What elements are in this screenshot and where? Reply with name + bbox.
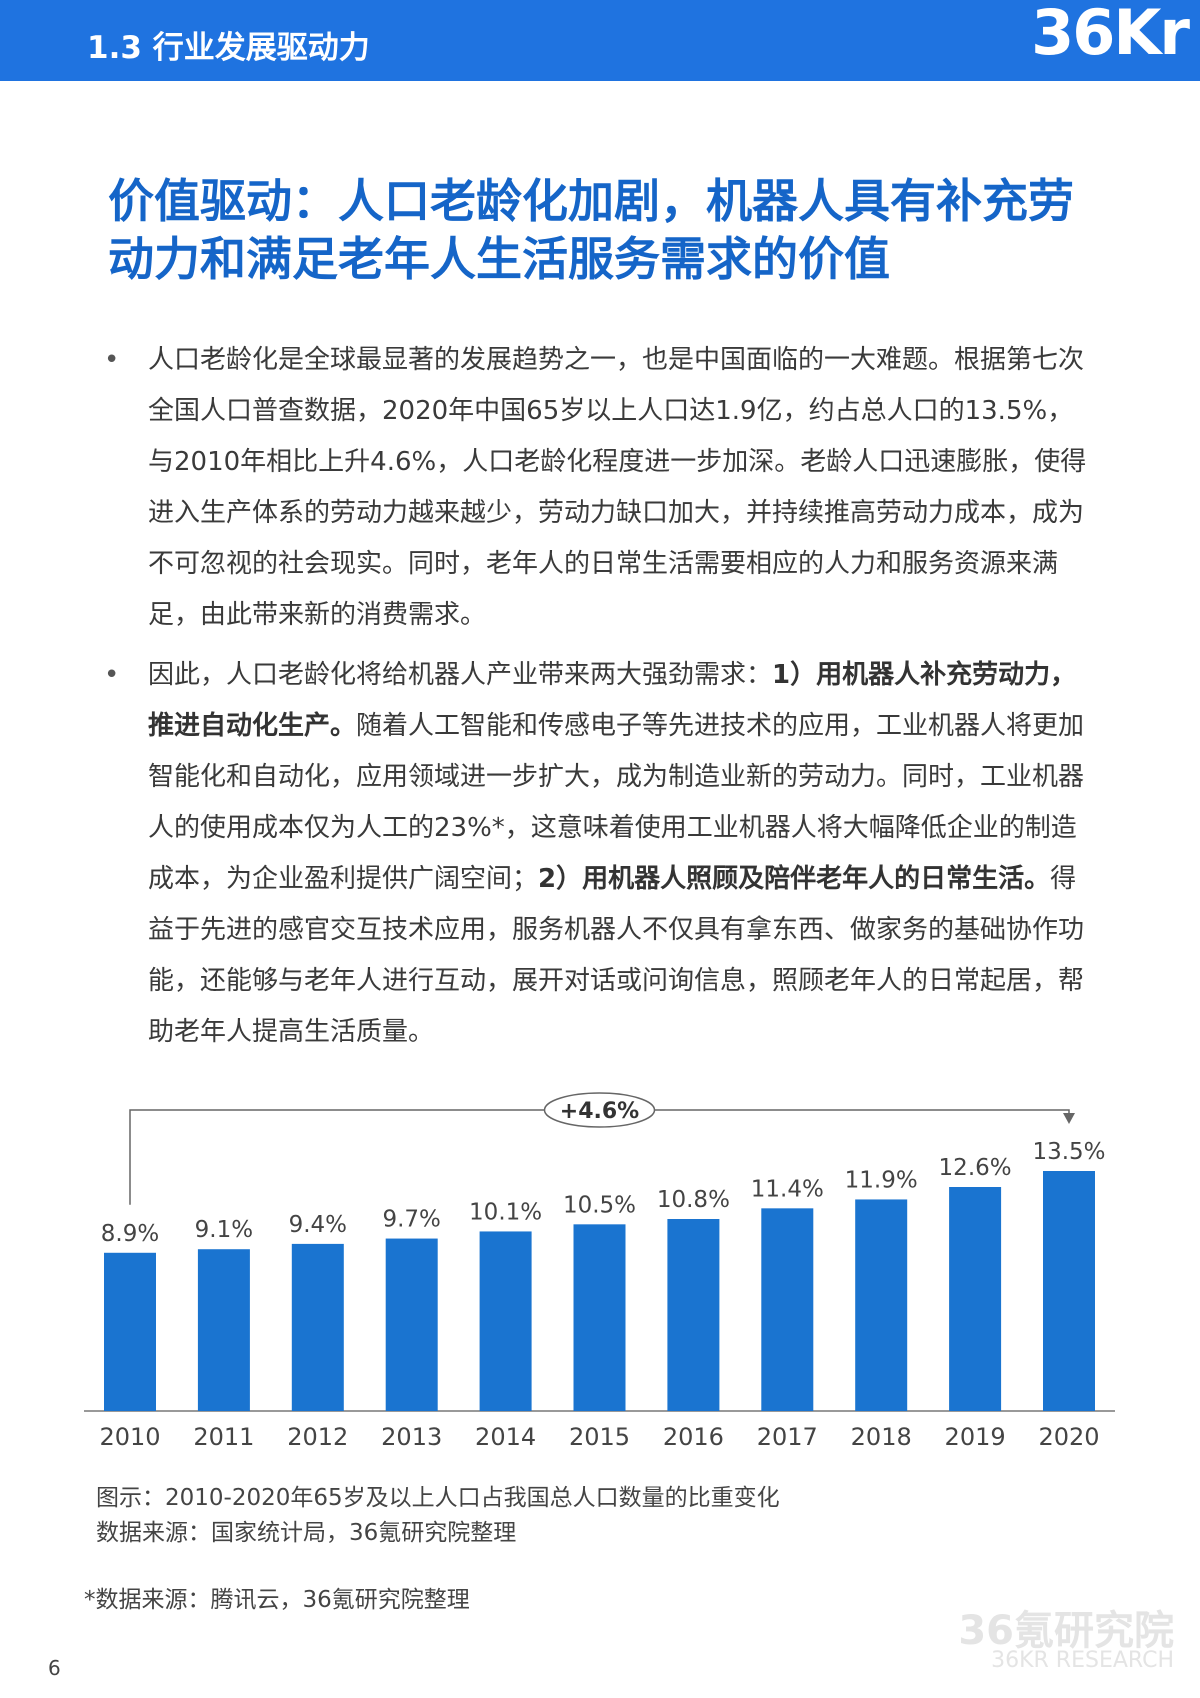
bar bbox=[855, 1199, 908, 1411]
chart-source: 数据来源：国家统计局，36氪研究院整理 bbox=[96, 1520, 517, 1546]
x-tick-label: 2016 bbox=[663, 1423, 724, 1451]
bar bbox=[479, 1231, 532, 1411]
x-tick-label: 2010 bbox=[99, 1423, 160, 1451]
bar bbox=[1043, 1171, 1095, 1411]
bar bbox=[573, 1224, 626, 1411]
value-label: 9.4% bbox=[289, 1212, 347, 1238]
value-label: 10.1% bbox=[469, 1199, 542, 1225]
section-title: 1.3 行业发展驱动力 bbox=[87, 30, 370, 66]
value-label: 9.7% bbox=[382, 1207, 440, 1233]
page-title: 价值驱动：人口老龄化加剧，机器人具有补充劳动力和满足老年人生活服务需求的价值 bbox=[108, 174, 1074, 286]
page-number: 6 bbox=[48, 1656, 61, 1680]
x-tick-label: 2012 bbox=[287, 1423, 348, 1451]
arrow-head bbox=[1063, 1113, 1075, 1124]
value-label: 9.1% bbox=[195, 1217, 253, 1243]
bar bbox=[104, 1252, 156, 1411]
watermark: 36氪研究院 bbox=[958, 1608, 1174, 1654]
value-label: 13.5% bbox=[1032, 1139, 1105, 1165]
x-tick-label: 2015 bbox=[569, 1423, 630, 1451]
x-tick-label: 2017 bbox=[757, 1423, 818, 1451]
x-tick-label: 2011 bbox=[193, 1423, 254, 1451]
bar bbox=[667, 1219, 720, 1411]
bar bbox=[949, 1187, 1002, 1411]
bar bbox=[385, 1238, 438, 1411]
text-run: 人口老龄化是全球最显著的发展趋势之一，也是中国面临的一大难题。根据第七次全国人口… bbox=[148, 345, 1087, 630]
text-run: 随着人工智能和传感电子等先进技术的应用，工业机器人将更加智能化和自动化，应用领域… bbox=[148, 711, 1085, 894]
text-run: 得益于先进的感官交互技术应用，服务机器人不仅具有拿东西、做家务的基础协作功能，还… bbox=[148, 864, 1085, 1047]
x-tick-label: 2018 bbox=[851, 1423, 912, 1451]
value-label: 11.9% bbox=[845, 1167, 918, 1193]
bar bbox=[761, 1208, 814, 1411]
annotation: +4.6% bbox=[560, 1099, 639, 1124]
value-label: 10.5% bbox=[563, 1192, 636, 1218]
watermark-sub: 36KR RESEARCH bbox=[991, 1648, 1174, 1673]
bar bbox=[291, 1243, 344, 1411]
value-label: 8.9% bbox=[101, 1221, 159, 1247]
x-tick-label: 2020 bbox=[1038, 1423, 1099, 1451]
text-run: 2）用机器人照顾及陪伴老年人的日常生活。 bbox=[538, 864, 1051, 894]
annotation-oval bbox=[543, 1092, 656, 1128]
logo: 36Kr bbox=[1031, 0, 1190, 69]
value-label: 11.4% bbox=[751, 1176, 824, 1202]
header-bar: 1.3 行业发展驱动力 36Kr bbox=[0, 0, 1200, 81]
text-run: 1）用机器人补充劳动力，推进自动化生产。 bbox=[148, 660, 1077, 741]
value-label: 12.6% bbox=[939, 1155, 1012, 1181]
text-run: 因此，人口老龄化将给机器人产业带来两大强劲需求： bbox=[148, 660, 773, 690]
bar bbox=[197, 1249, 250, 1411]
chart-caption: 图示：2010-2020年65岁及以上人口占我国总人口数量的比重变化 bbox=[96, 1485, 780, 1511]
x-tick-label: 2014 bbox=[475, 1423, 536, 1451]
x-tick-label: 2013 bbox=[381, 1423, 442, 1451]
bullet: 因此，人口老龄化将给机器人产业带来两大强劲需求：1）用机器人补充劳动力，推进自动… bbox=[104, 650, 1094, 1058]
bullet: 人口老龄化是全球最显著的发展趋势之一，也是中国面临的一大难题。根据第七次全国人口… bbox=[104, 335, 1094, 641]
value-label: 10.8% bbox=[657, 1187, 730, 1213]
x-tick-label: 2019 bbox=[945, 1423, 1006, 1451]
footnote: *数据来源：腾讯云，36氪研究院整理 bbox=[84, 1587, 470, 1613]
bullet-list: 人口老龄化是全球最显著的发展趋势之一，也是中国面临的一大难题。根据第七次全国人口… bbox=[104, 335, 1094, 1067]
